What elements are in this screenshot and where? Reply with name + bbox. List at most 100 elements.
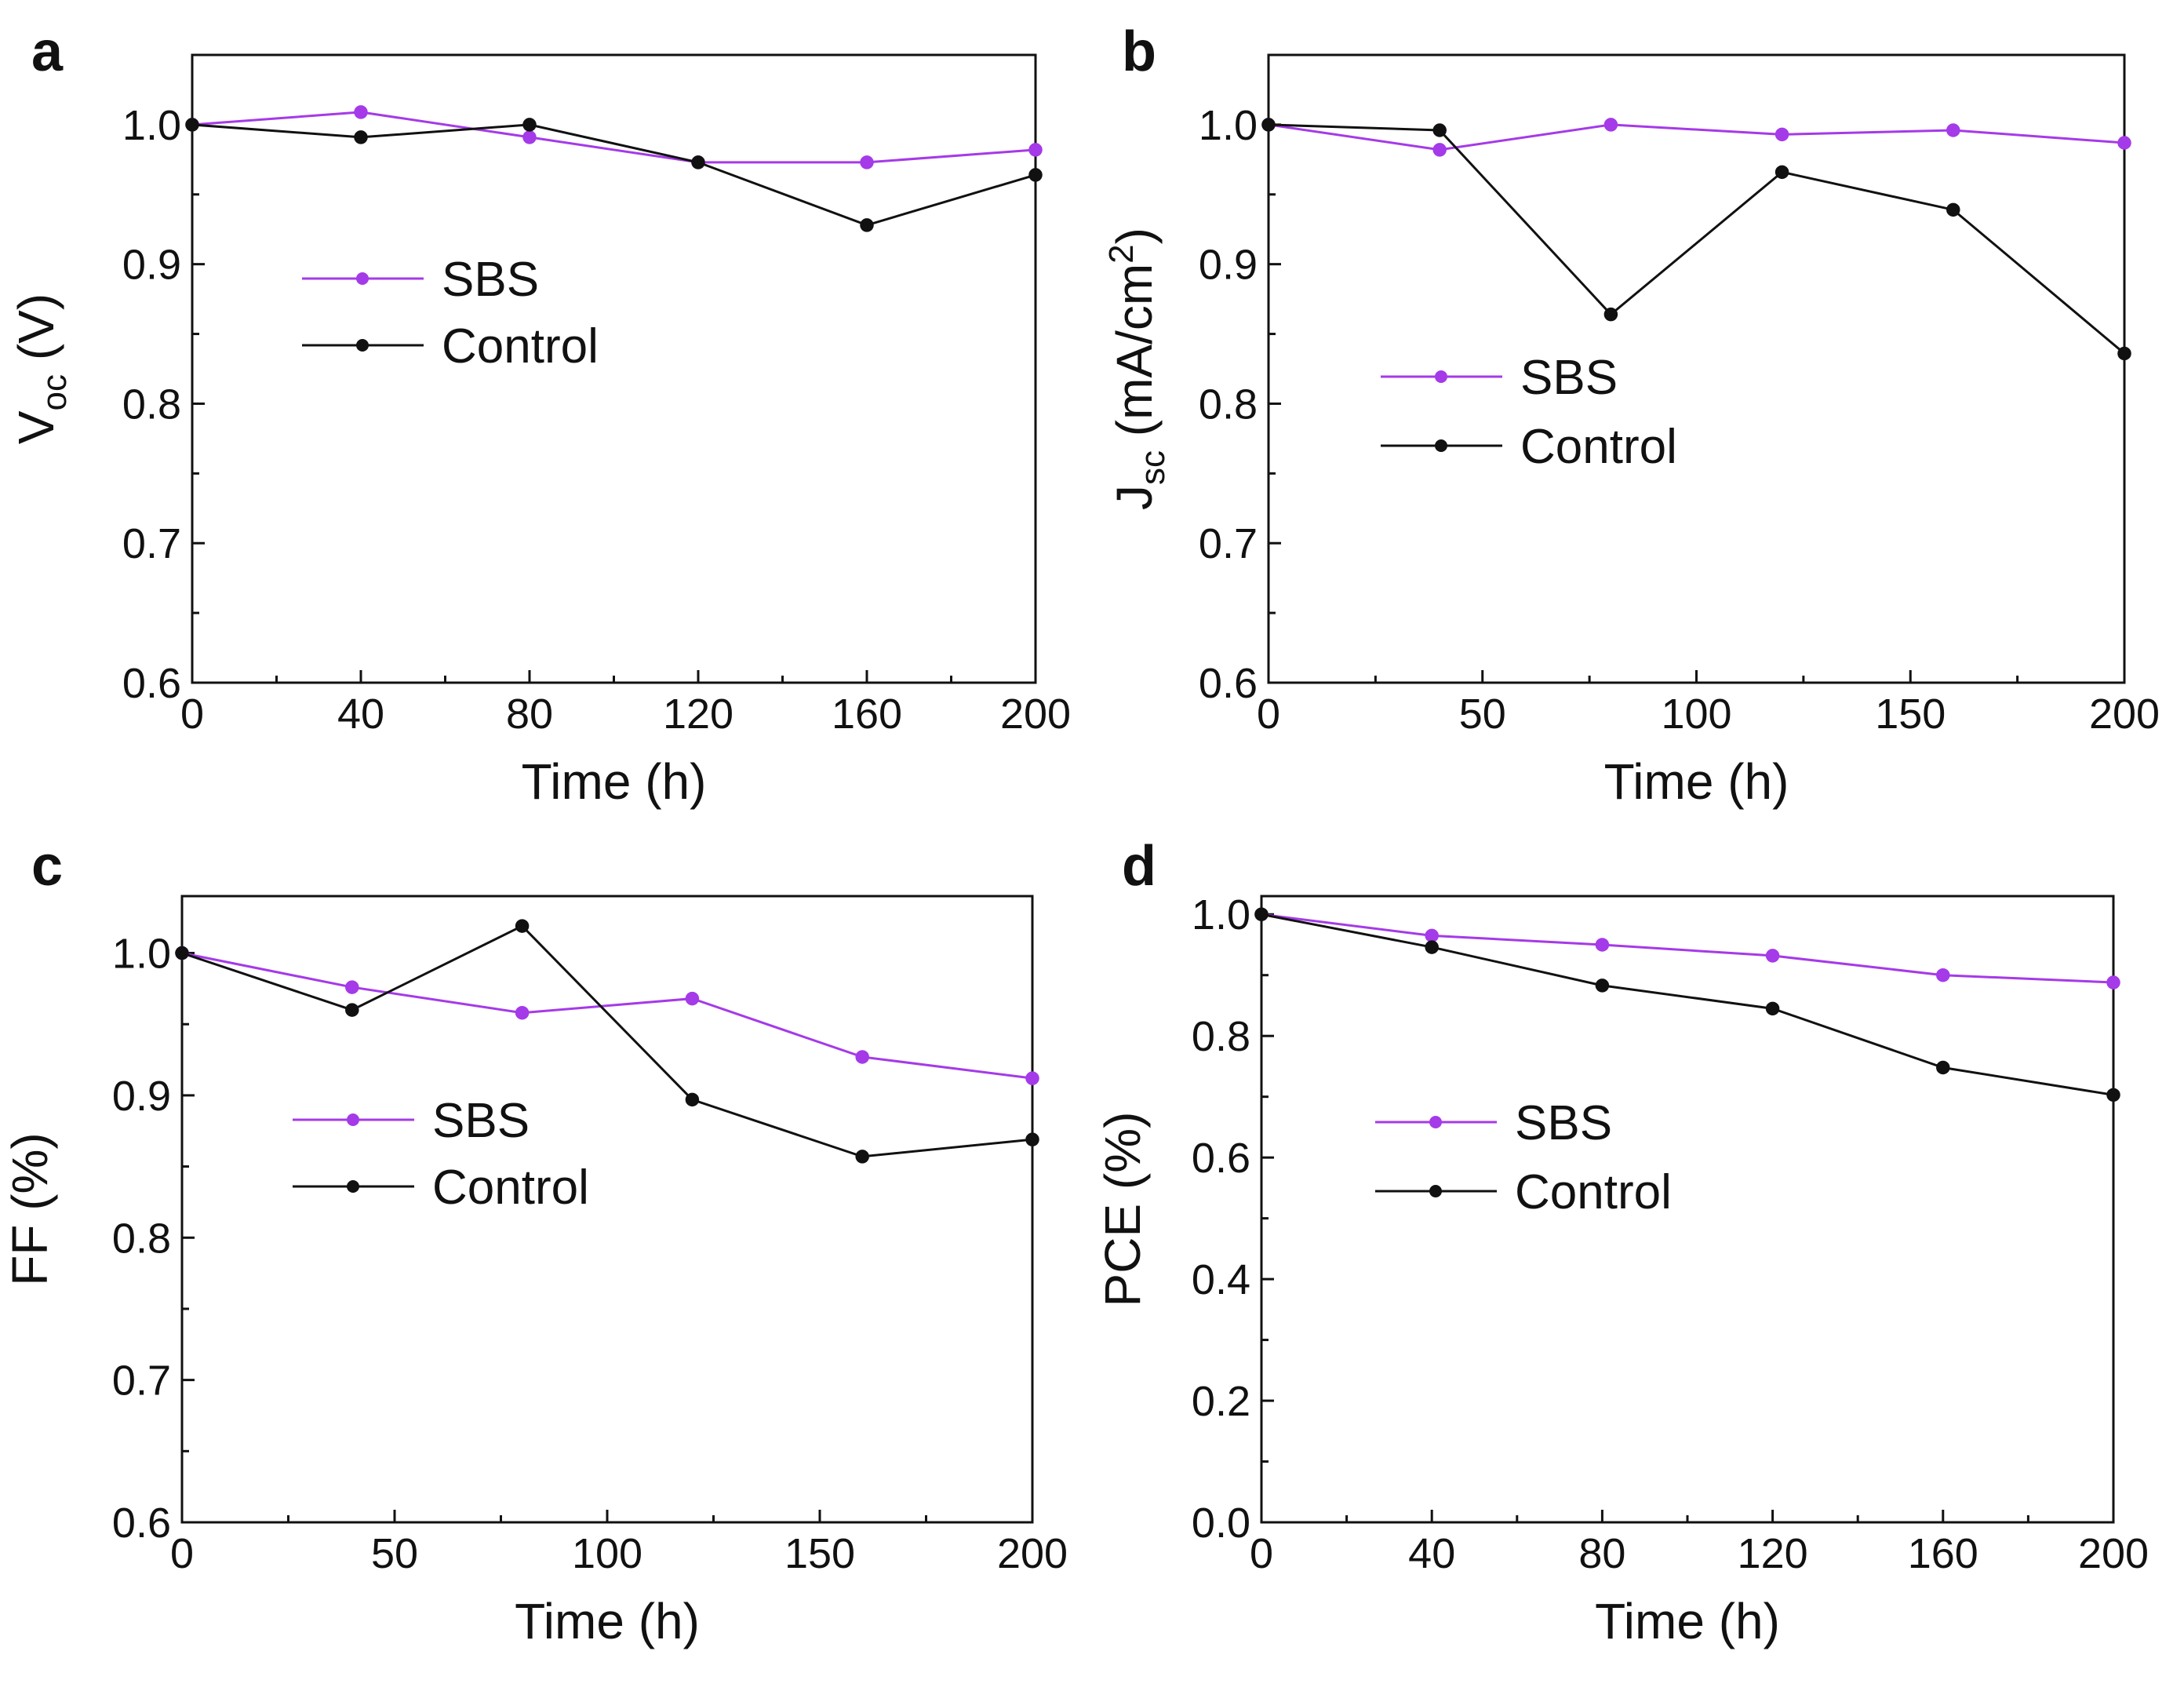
data-point-control (522, 118, 537, 132)
data-point-control (860, 218, 874, 232)
y-tick-label: 1.0 (122, 102, 181, 149)
panel-a: a 0 40 80 120 160 200 0.6 0.7 0.8 0.9 1.0 Time (h) Vo… (8, 20, 1071, 810)
x-tick-label: 200 (997, 1530, 1068, 1577)
data-point-control (1774, 165, 1789, 180)
y-tick-label: 0.9 (112, 1073, 171, 1120)
legend-label-control: Control (1520, 420, 1677, 474)
legend-label-sbs: SBS (432, 1094, 530, 1148)
x-tick-label: 0 (180, 691, 204, 738)
data-point-sbs (1595, 938, 1610, 952)
series-line-control (1261, 913, 2114, 1096)
legend-marker-control (347, 1180, 359, 1193)
data-point-control (515, 919, 530, 933)
x-axis-title: Time (h) (1604, 753, 1789, 810)
y-axis-title: Voc (V) (8, 293, 74, 444)
data-point-control (345, 1003, 359, 1017)
y-tick-label: 0.8 (1192, 1013, 1250, 1060)
x-axis-title: Time (h) (1595, 1593, 1780, 1649)
x-tick-label: 40 (1408, 1530, 1455, 1577)
x-tick-label: 160 (1908, 1530, 1978, 1577)
legend-marker-control (1435, 439, 1447, 452)
legend-label-control: Control (1515, 1165, 1672, 1219)
legend-marker-sbs (356, 272, 369, 285)
y-tick-label: 0.6 (122, 660, 181, 707)
data-point-sbs (1432, 143, 1447, 157)
data-point-sbs (860, 155, 874, 169)
data-point-control (1936, 1060, 1950, 1075)
series-line-control (1268, 123, 2125, 355)
y-tick-label: 0.8 (1199, 381, 1258, 428)
data-point-control (1946, 202, 1960, 217)
data-point-control (1603, 307, 1618, 322)
legend-marker-sbs (347, 1113, 359, 1126)
data-point-control (2106, 1088, 2120, 1102)
series-line-control (191, 123, 1036, 227)
data-point-sbs (345, 980, 359, 994)
x-tick-label: 80 (506, 691, 553, 738)
data-point-control (175, 946, 189, 960)
x-tick-label: 200 (1000, 691, 1071, 738)
y-tick-label: 0.0 (1192, 1500, 1250, 1547)
data-point-sbs (1765, 949, 1780, 963)
data-point-control (2117, 346, 2131, 361)
panel-c: c 0 50 100 150 200 0.6 0.7 0.8 0.9 1.0 Time (h) FF (… (2, 835, 1068, 1649)
legend-marker-control (356, 339, 369, 352)
data-point-sbs (1603, 118, 1618, 132)
data-point-sbs (685, 991, 700, 1006)
x-tick-label: 120 (1738, 1530, 1808, 1577)
data-point-sbs (1946, 123, 1960, 137)
x-tick-label: 120 (663, 691, 733, 738)
data-point-control (1261, 118, 1276, 132)
legend-marker-control (1429, 1185, 1442, 1197)
data-point-sbs (1025, 1071, 1039, 1085)
x-axis-title: Time (h) (515, 1593, 700, 1649)
data-point-sbs (2117, 136, 2131, 150)
data-point-control (691, 155, 705, 169)
data-point-control (1425, 940, 1439, 954)
legend-label-sbs: SBS (442, 253, 539, 307)
panel-b: b 0 50 100 150 200 0.6 0.7 0.8 0.9 1.0 Time (h) Jsc … (1102, 20, 2160, 810)
data-point-control (354, 130, 368, 144)
y-tick-label: 0.8 (112, 1215, 171, 1262)
y-axis-title: Jsc (mA/cm2) (1102, 228, 1172, 510)
x-tick-label: 0 (1257, 691, 1280, 738)
data-point-control (1595, 979, 1610, 993)
data-point-control (1025, 1132, 1039, 1146)
plot-frame (1267, 53, 2126, 684)
y-tick-label: 0.6 (112, 1500, 171, 1547)
plot-frame (180, 895, 1034, 1524)
data-point-control (1765, 1001, 1780, 1016)
data-point-control (685, 1092, 700, 1107)
legend-label-sbs: SBS (1520, 351, 1618, 405)
x-tick-label: 150 (784, 1530, 855, 1577)
x-tick-label: 40 (337, 691, 384, 738)
x-tick-label: 150 (1875, 691, 1946, 738)
panel-letter-c: c (31, 835, 63, 898)
series-line-sbs (191, 111, 1036, 164)
series-line-sbs (1261, 913, 2114, 984)
data-point-control (1432, 123, 1447, 137)
data-point-control (185, 118, 199, 132)
data-point-control (1028, 168, 1043, 182)
series-line-sbs (1268, 123, 2125, 151)
data-point-control (855, 1150, 869, 1164)
data-point-sbs (1425, 928, 1439, 943)
x-tick-label: 50 (1459, 691, 1506, 738)
y-tick-label: 0.7 (112, 1358, 171, 1405)
series-line-sbs (181, 952, 1033, 1080)
y-tick-label: 1.0 (1192, 891, 1250, 938)
data-point-sbs (354, 105, 368, 119)
x-tick-label: 160 (832, 691, 902, 738)
y-tick-label: 1.0 (112, 931, 171, 978)
data-point-sbs (1936, 968, 1950, 982)
x-tick-label: 50 (371, 1530, 418, 1577)
data-point-sbs (855, 1050, 869, 1064)
legend-label-sbs: SBS (1515, 1096, 1612, 1150)
x-tick-label: 0 (1250, 1530, 1273, 1577)
data-point-sbs (1028, 143, 1043, 157)
x-tick-label: 100 (1661, 691, 1731, 738)
data-point-sbs (1774, 127, 1789, 142)
data-point-sbs (2106, 975, 2120, 989)
